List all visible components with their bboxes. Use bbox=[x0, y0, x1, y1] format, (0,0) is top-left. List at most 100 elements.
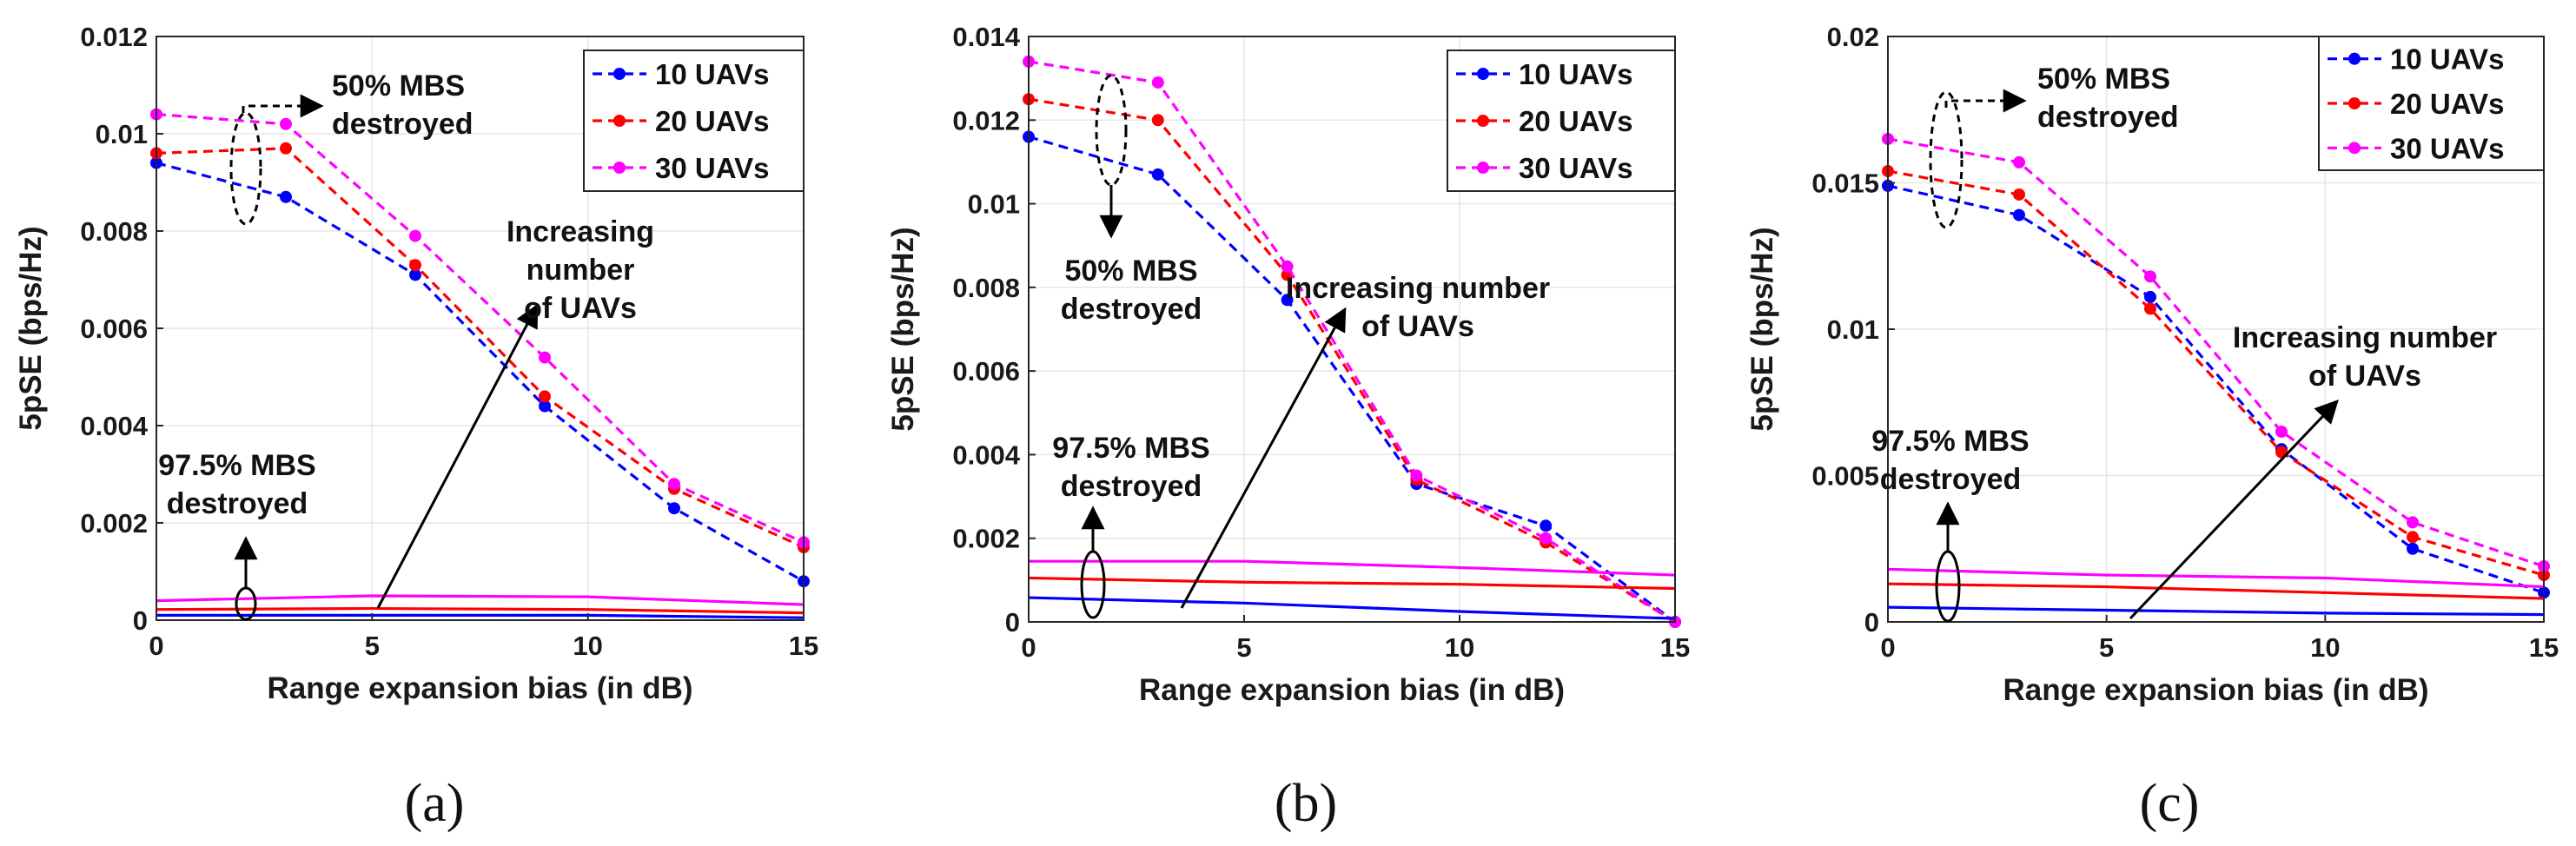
data-point bbox=[2275, 425, 2288, 438]
annotation-line: number bbox=[526, 254, 635, 287]
y-tick-label: 0.002 bbox=[952, 524, 1020, 554]
x-axis-label: Range expansion bias (in dB) bbox=[267, 671, 692, 705]
series-6 bbox=[1029, 559, 1676, 577]
y-tick-label: 0.012 bbox=[952, 105, 1020, 135]
data-point bbox=[1151, 114, 1164, 127]
series-line bbox=[156, 162, 805, 583]
data-point bbox=[1410, 469, 1423, 482]
annotation-line: destroyed bbox=[1061, 293, 1202, 326]
series-line bbox=[1028, 135, 1676, 624]
legend-item: 30 UAVs bbox=[593, 152, 769, 184]
annotation-text: 97.5% MBS destroyed bbox=[158, 449, 315, 520]
legend-label: 20 UAVs bbox=[2390, 88, 2504, 120]
chart-panel-1: 0 5 10 15 0 0.002 0.004 0.006 0.008 0.01 0.012 Rang… bbox=[14, 22, 818, 833]
annotation-line: of UAVs bbox=[524, 292, 637, 325]
panel-caption: (c) bbox=[2140, 774, 2200, 833]
data-point bbox=[409, 259, 421, 272]
data-point bbox=[1540, 519, 1553, 532]
annotation-line: Increasing number bbox=[2233, 321, 2497, 354]
legend-item: 10 UAVs bbox=[2328, 43, 2504, 76]
series-line bbox=[1887, 605, 2545, 617]
data-point bbox=[2144, 290, 2156, 303]
data-point bbox=[1281, 294, 1294, 307]
legend-item: 20 UAVs bbox=[593, 105, 769, 137]
series-line bbox=[1028, 60, 1676, 624]
x-tick-label: 10 bbox=[1445, 632, 1474, 663]
annotation-line: 97.5% MBS bbox=[1052, 432, 1209, 465]
annotation-arrow bbox=[242, 94, 324, 118]
x-tick-label: 15 bbox=[1660, 632, 1690, 663]
axes-box bbox=[1028, 36, 1676, 623]
series-4 bbox=[156, 613, 805, 619]
legend-item: 10 UAVs bbox=[593, 58, 769, 90]
x-tick-label: 5 bbox=[2099, 632, 2114, 663]
series-line bbox=[1029, 559, 1676, 577]
series-line bbox=[1887, 567, 2545, 589]
x-axis-label: Range expansion bias (in dB) bbox=[1139, 673, 1565, 707]
series-line bbox=[156, 147, 805, 549]
series-5 bbox=[1028, 576, 1676, 591]
data-point bbox=[2013, 208, 2025, 221]
y-tick-label: 0.012 bbox=[80, 22, 148, 52]
annotation-text: Increasing number of UAVs bbox=[2233, 321, 2497, 393]
series-line bbox=[1028, 97, 1676, 624]
annotation-text: Increasing number of UAVs bbox=[1286, 272, 1550, 343]
y-tick-label: 0.01 bbox=[96, 119, 148, 149]
series-4 bbox=[1887, 605, 2545, 617]
legend-swatch-marker bbox=[613, 68, 626, 80]
y-tick-label: 0.004 bbox=[80, 411, 148, 441]
y-axis-label: 5pSE (bps/Hz) bbox=[1745, 227, 1779, 431]
x-axis-label: Range expansion bias (in dB) bbox=[2003, 673, 2428, 707]
y-tick-label: 0.008 bbox=[80, 216, 148, 247]
annotation-line: destroyed bbox=[1880, 463, 2022, 496]
annotation-text: 50% MBS destroyed bbox=[1061, 254, 1202, 326]
legend-label: 30 UAVs bbox=[1519, 152, 1632, 184]
annotation-line: 97.5% MBS bbox=[1871, 425, 2029, 458]
annotation-line: destroyed bbox=[332, 108, 473, 141]
chart-panel-3: 0 5 10 15 0 0.005 0.01 0.015 0.02 Range expansion… bbox=[1745, 22, 2559, 833]
legend-swatch-marker bbox=[613, 162, 626, 174]
legend-label: 10 UAVs bbox=[655, 58, 769, 90]
data-point bbox=[2144, 302, 2156, 315]
legend: 10 UAVs 20 UAVs 30 UAVs bbox=[583, 50, 805, 192]
data-point bbox=[539, 400, 551, 413]
series-line bbox=[156, 613, 805, 619]
annotation-line: 50% MBS bbox=[1064, 254, 1197, 288]
series-line bbox=[1887, 582, 2545, 600]
annotation-text: Increasing number of UAVs bbox=[507, 215, 654, 325]
data-point bbox=[1151, 76, 1164, 89]
legend-swatch-marker bbox=[2348, 142, 2361, 155]
annotation-arrow bbox=[376, 303, 539, 609]
x-tick-label: 10 bbox=[2310, 632, 2340, 663]
series-line bbox=[1028, 576, 1676, 591]
annotation-text: 97.5% MBS destroyed bbox=[1052, 432, 1209, 503]
data-point bbox=[539, 351, 551, 364]
data-point bbox=[668, 502, 680, 515]
y-tick-label: 0 bbox=[1864, 607, 1879, 638]
y-tick-label: 0.01 bbox=[968, 189, 1020, 220]
series-line bbox=[156, 594, 805, 606]
annotation-line: 50% MBS bbox=[2037, 63, 2170, 96]
legend-label: 20 UAVs bbox=[1519, 105, 1632, 137]
data-point bbox=[409, 229, 421, 242]
series-2 bbox=[1882, 165, 2550, 582]
legend-item: 10 UAVs bbox=[1456, 58, 1632, 90]
annotation-line: destroyed bbox=[2037, 101, 2179, 134]
y-tick-label: 0.002 bbox=[80, 508, 148, 539]
data-point bbox=[668, 478, 680, 491]
data-point bbox=[280, 142, 292, 155]
data-point bbox=[1281, 260, 1294, 273]
x-tick-label: 15 bbox=[2529, 632, 2559, 663]
data-point bbox=[2407, 516, 2419, 529]
y-tick-label: 0.006 bbox=[80, 314, 148, 344]
data-point bbox=[280, 190, 292, 203]
series-4 bbox=[1028, 596, 1676, 620]
y-tick-label: 0.02 bbox=[1827, 22, 1879, 52]
panel-caption: (b) bbox=[1275, 774, 1337, 833]
x-tick-label: 0 bbox=[1880, 632, 1895, 663]
panel-caption: (a) bbox=[405, 774, 465, 833]
legend-label: 10 UAVs bbox=[1519, 58, 1632, 90]
annotation-line: destroyed bbox=[1061, 470, 1202, 503]
y-tick-label: 0.014 bbox=[952, 22, 1020, 52]
